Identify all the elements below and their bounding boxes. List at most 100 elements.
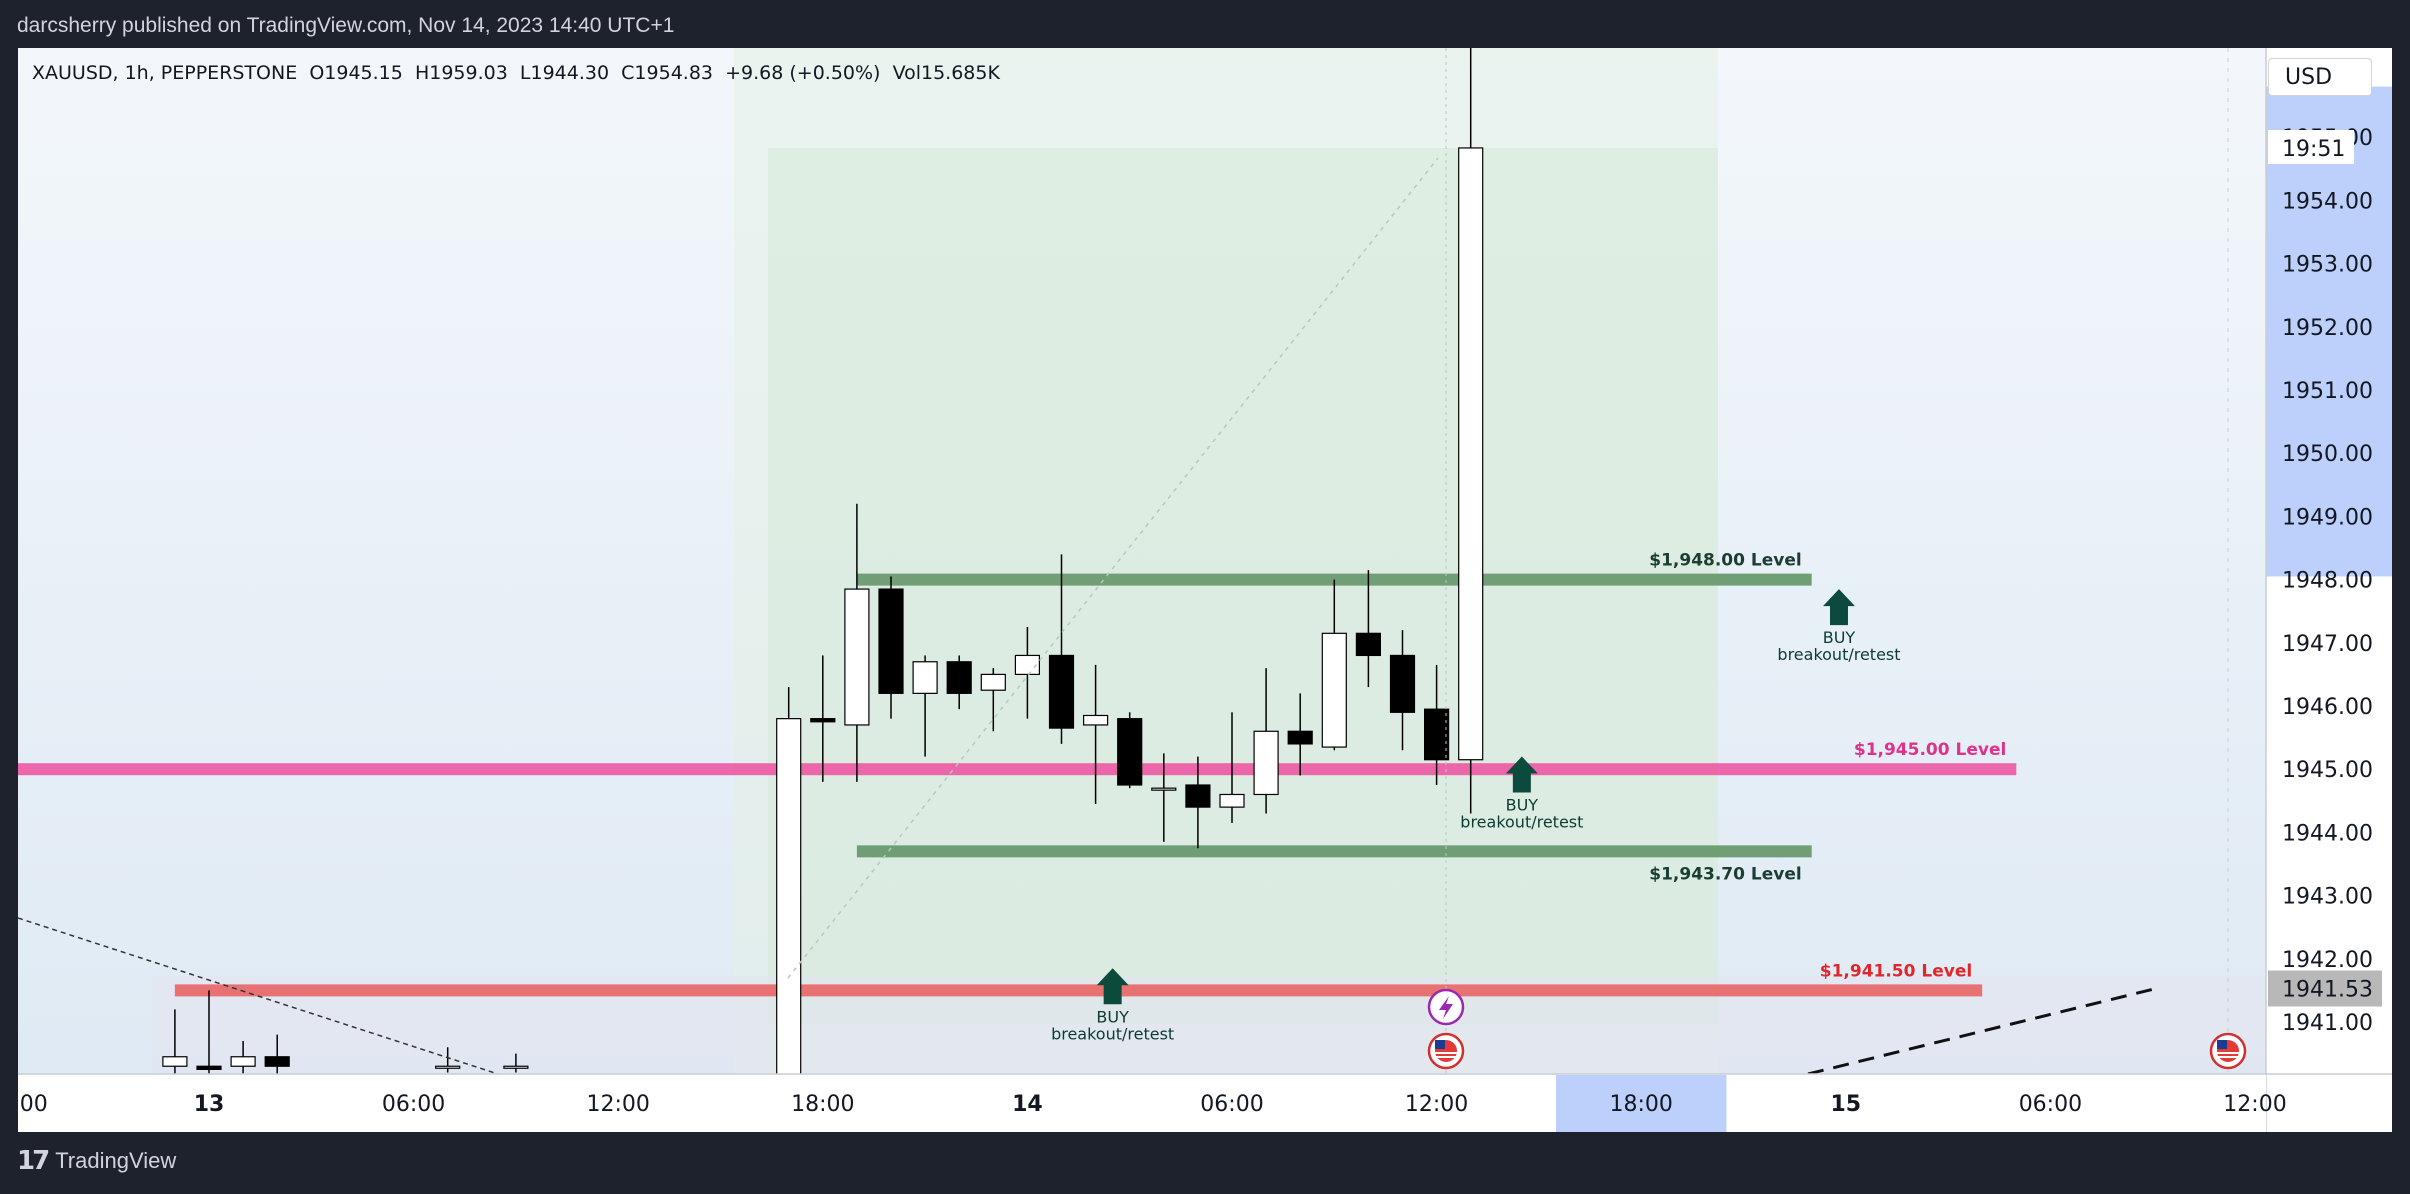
buy-annotation-label: BUY xyxy=(1506,796,1539,815)
price-tick-label: 1947.00 xyxy=(2282,632,2373,657)
price-tick-label: 1952.00 xyxy=(2282,316,2373,341)
trend-line[interactable] xyxy=(1807,986,2159,1076)
us-flag-canton-icon xyxy=(2217,1040,2227,1049)
candle-body[interactable] xyxy=(435,1065,461,1069)
time-tick-label: 12:00 xyxy=(1405,1092,1468,1117)
level-line[interactable] xyxy=(174,984,1983,997)
tradingview-brand: TradingView xyxy=(55,1148,177,1173)
time-axis[interactable] xyxy=(18,1074,2266,1132)
time-tick-label: 18:00 xyxy=(791,1092,854,1117)
legend-volume: Vol15.685K xyxy=(892,62,1000,84)
buy-arrow-icon xyxy=(1822,589,1855,626)
time-tick-label: 06:00 xyxy=(2019,1092,2082,1117)
candle-body[interactable] xyxy=(264,1056,290,1067)
buy-annotation-note: breakout/retest xyxy=(1051,1024,1174,1043)
legend-open: O1945.15 xyxy=(309,62,403,84)
time-tick-label: :00 xyxy=(18,1092,48,1117)
time-range-highlight xyxy=(1555,1075,1727,1132)
candle-body[interactable] xyxy=(1151,787,1177,791)
price-range-highlight xyxy=(2266,86,2392,577)
candle-body[interactable] xyxy=(162,1056,188,1067)
candle-body[interactable] xyxy=(1185,784,1211,808)
level-label: $1,941.50 Level xyxy=(1820,961,1972,981)
candle-body[interactable] xyxy=(1321,632,1347,748)
chart-frame[interactable]: $1,948.00 Level $1,945.00 Level $1,943.70 … xyxy=(18,48,2392,1132)
price-tick-label: 1944.00 xyxy=(2282,821,2373,846)
candle-body[interactable] xyxy=(230,1056,256,1067)
candle-body[interactable] xyxy=(1253,730,1279,796)
time-tick-label: 13 xyxy=(194,1092,225,1117)
price-tick-label: 1951.00 xyxy=(2282,379,2373,404)
price-tick-label: 1946.00 xyxy=(2282,695,2373,720)
countdown-badge xyxy=(2268,130,2354,164)
time-tick-label: 12:00 xyxy=(586,1092,649,1117)
candle-body[interactable] xyxy=(196,1065,222,1070)
price-tick-label: 1949.00 xyxy=(2282,505,2373,530)
buy-arrow-icon xyxy=(1096,968,1129,1005)
level-label: $1,945.00 Level xyxy=(1854,740,2006,760)
last-price-label: 1941.53 xyxy=(2282,978,2373,1003)
buy-annotation-label: BUY xyxy=(1096,1007,1129,1026)
currency-button[interactable]: USD xyxy=(2268,58,2372,96)
buy-annotation-note: breakout/retest xyxy=(1777,645,1900,664)
price-tick-label: 1950.00 xyxy=(2282,442,2373,467)
us-flag-canton-icon xyxy=(1435,1040,1445,1049)
candle-body[interactable] xyxy=(1117,718,1143,786)
level-label: $1,948.00 Level xyxy=(1649,551,1801,571)
lightning-bolt-icon xyxy=(1439,996,1453,1019)
legend-low: L1944.30 xyxy=(519,62,610,84)
candle-body[interactable] xyxy=(1355,632,1382,657)
legend-close: C1954.83 xyxy=(621,62,713,84)
legend-change: +9.68 (+0.50%) xyxy=(725,62,881,84)
candle-body[interactable] xyxy=(1082,714,1109,726)
candle-body[interactable] xyxy=(1048,654,1075,729)
countdown-label: 19:51 xyxy=(2282,137,2345,162)
candle-body[interactable] xyxy=(844,588,870,726)
diagonal-guide xyxy=(787,157,1439,979)
tradingview-logo[interactable]: 17 TradingView xyxy=(17,1146,176,1176)
price-tick-label: 1948.00 xyxy=(2282,569,2373,594)
time-tick-label: 15 xyxy=(1830,1092,1861,1117)
candle-body[interactable] xyxy=(946,661,972,694)
candle-body[interactable] xyxy=(503,1065,529,1069)
ohlc-legend: XAUUSD, 1h, PEPPERSTONE O1945.15 H1959.0… xyxy=(32,62,1000,84)
level-line[interactable] xyxy=(18,763,2017,776)
time-tick-label: 06:00 xyxy=(1200,1092,1263,1117)
candle-body[interactable] xyxy=(878,588,904,694)
time-tick-label: 06:00 xyxy=(382,1092,445,1117)
chart-canvas[interactable]: $1,948.00 Level $1,945.00 Level $1,943.70 … xyxy=(18,48,2392,1132)
buy-annotation-label: BUY xyxy=(1823,628,1856,647)
candle-body[interactable] xyxy=(1219,793,1245,808)
legend-high: H1959.03 xyxy=(414,62,508,84)
event-markers[interactable] xyxy=(1427,988,2247,1070)
price-tick-label: 1942.00 xyxy=(2282,948,2373,973)
candle-body[interactable] xyxy=(1389,654,1416,713)
candle-body[interactable] xyxy=(1287,730,1313,745)
level-line[interactable] xyxy=(856,845,1812,858)
time-tick-label: 14 xyxy=(1012,1092,1043,1117)
price-tick-label: 1953.00 xyxy=(2282,253,2373,278)
price-tick-label: 1945.00 xyxy=(2282,758,2373,783)
candle-body[interactable] xyxy=(1014,654,1041,676)
candle-body[interactable] xyxy=(1423,708,1450,761)
publisher-bar: darcsherry published on TradingView.com,… xyxy=(0,0,2410,48)
time-tick-label: 12:00 xyxy=(2223,1092,2286,1117)
trend-line[interactable] xyxy=(18,917,499,1075)
legend-symbol: XAUUSD, 1h, PEPPERSTONE xyxy=(32,62,298,84)
buy-arrow-icon xyxy=(1505,756,1538,793)
candle-body[interactable] xyxy=(912,661,938,694)
candle-body[interactable] xyxy=(810,718,836,723)
tradingview-logo-icon: 17 xyxy=(17,1146,50,1176)
price-tick-label: 1943.00 xyxy=(2282,885,2373,910)
price-tick-label: 1941.00 xyxy=(2282,1011,2373,1036)
last-price-badge xyxy=(2268,970,2382,1007)
time-tick-label: 18:00 xyxy=(1609,1092,1672,1117)
candle-body[interactable] xyxy=(1458,147,1484,761)
currency-label: USD xyxy=(2285,64,2333,90)
candle-body[interactable] xyxy=(776,718,802,1099)
level-label: $1,943.70 Level xyxy=(1649,864,1801,884)
candle-body[interactable] xyxy=(980,673,1006,691)
